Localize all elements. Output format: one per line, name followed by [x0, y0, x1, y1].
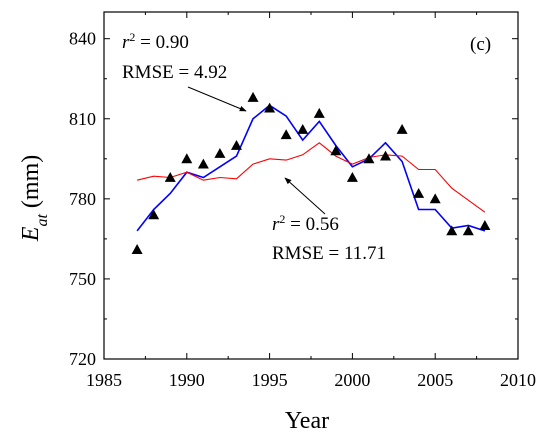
y-tick-label: 810	[69, 109, 96, 129]
observed-point	[181, 153, 193, 164]
panel-label: (c)	[470, 34, 491, 55]
annotation-2-arrow	[284, 177, 326, 215]
x-tick-label: 1985	[86, 370, 122, 390]
annotation-1-arrow	[187, 86, 247, 112]
x-tick-label: 2005	[417, 370, 453, 390]
observed-point	[214, 147, 226, 158]
observed-point	[131, 244, 143, 254]
observed-point	[462, 225, 474, 236]
series-line-2	[136, 142, 486, 213]
observed-point	[363, 153, 375, 164]
observed-point	[429, 193, 441, 204]
observed-point	[230, 139, 242, 150]
x-tick-label: 2000	[334, 370, 370, 390]
observed-point	[297, 123, 309, 134]
observed-point	[264, 102, 276, 113]
observed-point	[247, 91, 259, 102]
tick-labels: 1985 1990 1995 2000 2005 2010 720 750 780 810 840	[69, 29, 536, 390]
annotation-2-r2: r2 = 0.56	[272, 212, 339, 235]
y-tick-label: 750	[69, 269, 96, 289]
observed-markers	[131, 91, 491, 254]
observed-point	[330, 145, 342, 156]
observed-point	[197, 158, 209, 169]
observed-point	[479, 220, 491, 230]
series-line-1	[136, 104, 486, 232]
observed-point	[313, 107, 325, 118]
x-tick-label: 2010	[500, 370, 536, 390]
observed-point	[280, 129, 292, 140]
observed-point	[413, 188, 425, 198]
series-lines	[136, 104, 486, 232]
observed-point	[148, 209, 160, 220]
y-tick-label: 720	[69, 349, 96, 369]
observed-point	[380, 150, 392, 161]
annotation-1-r2: r2 = 0.90	[122, 30, 189, 53]
observed-point	[396, 123, 408, 134]
observed-point	[446, 225, 458, 236]
y-tick-label: 780	[69, 189, 96, 209]
observed-point	[164, 171, 176, 182]
observed-point	[346, 171, 358, 182]
x-axis-title: Year	[285, 408, 329, 434]
x-tick-label: 1990	[169, 370, 205, 390]
y-axis-title: Eat (mm)	[18, 155, 51, 242]
y-tick-label: 840	[69, 29, 96, 49]
axis-ticks	[103, 12, 519, 360]
annotation-1-rmse: RMSE = 4.92	[122, 62, 227, 83]
annotation-2-rmse: RMSE = 11.71	[272, 243, 386, 264]
x-tick-label: 1995	[252, 370, 288, 390]
